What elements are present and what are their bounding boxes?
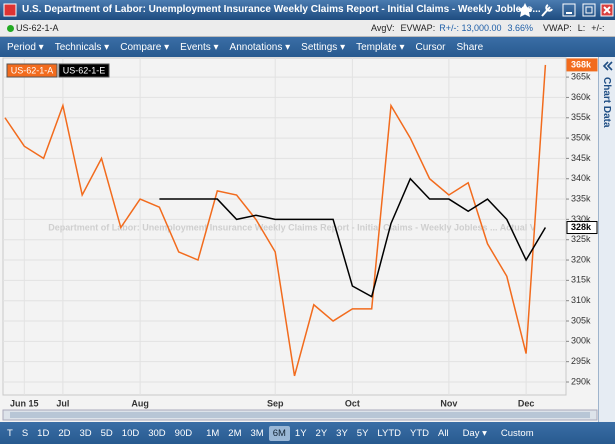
y-tick-label: 300k: [571, 336, 591, 346]
info-item: 3.66%: [507, 23, 534, 33]
y-tick-label: 360k: [571, 92, 591, 102]
x-tick-label: Jul: [56, 398, 69, 408]
legend-label: US-62-1-A: [11, 65, 54, 75]
info-item: R+/-: 13,000.00: [439, 23, 502, 33]
ticker-label: US-62-1-A: [16, 23, 59, 33]
range-button[interactable]: LYTD: [377, 427, 401, 439]
range-button[interactable]: 3M: [250, 427, 264, 439]
side-panel-label[interactable]: Chart Data: [601, 77, 612, 128]
x-tick-label: Nov: [440, 398, 457, 408]
value-label: 328k: [571, 222, 592, 232]
y-tick-label: 330k: [571, 214, 591, 224]
y-tick-label: 365k: [571, 71, 591, 81]
menu-item[interactable]: Events ▾: [180, 41, 219, 53]
range-button[interactable]: T: [7, 427, 13, 439]
y-tick-label: 315k: [571, 275, 591, 285]
info-item: EVWAP:: [400, 23, 436, 33]
series-line: [4, 64, 547, 377]
menu-item[interactable]: Settings ▾: [301, 41, 346, 53]
scroll-thumb[interactable]: [10, 412, 590, 418]
info-bar: US-62-1-A AvgV: EVWAP: R+/-: 13,000.00 3.66%…: [0, 20, 615, 37]
range-button[interactable]: 10D: [121, 427, 140, 439]
y-tick-label: 340k: [571, 173, 591, 183]
range-button[interactable]: 30D: [148, 427, 166, 439]
range-button[interactable]: YTD: [410, 427, 429, 439]
y-tick-label: 305k: [571, 315, 591, 325]
info-item: +/-:: [591, 23, 605, 33]
x-tick-label: Dec: [518, 398, 535, 408]
ticker-tab[interactable]: US-62-1-A: [3, 23, 131, 33]
info-item: AvgV:: [371, 23, 395, 33]
legend-box[interactable]: [6, 63, 58, 78]
range-button[interactable]: 1D: [37, 427, 50, 439]
value-label: 368k: [571, 59, 592, 69]
window-controls[interactable]: [515, 2, 615, 18]
toolbar: T S 1D 2D 3D 5D 10D 30D 90D 1M 2M 3M 6M 1Y 2Y 3Y 5Y LYTD Y…: [0, 422, 615, 444]
menu-item[interactable]: Technicals ▾: [54, 41, 110, 53]
range-button[interactable]: 2Y: [315, 427, 328, 439]
y-tick-label: 320k: [571, 254, 591, 264]
app-icon: [3, 3, 17, 17]
menu-item[interactable]: Cursor: [415, 41, 446, 53]
range-button[interactable]: 2M: [228, 427, 242, 439]
y-tick-label: 295k: [571, 356, 591, 366]
window-title: U.S. Department of Labor: Unemployment I…: [22, 4, 541, 15]
info-item: L:: [577, 23, 586, 33]
range-button[interactable]: 6M: [268, 425, 290, 441]
range-button[interactable]: 3D: [79, 427, 92, 439]
range-button[interactable]: 2D: [58, 427, 71, 439]
side-chevron[interactable]: [602, 60, 614, 72]
range-button[interactable]: S: [21, 427, 29, 439]
menu-item[interactable]: Period ▾: [7, 41, 44, 53]
series-line: [159, 177, 547, 298]
info-item: VWAP:: [543, 23, 572, 33]
y-tick-label: 345k: [571, 153, 591, 163]
range-button[interactable]: All: [438, 427, 449, 439]
legend-label: US-62-1-E: [63, 65, 106, 75]
y-tick-label: 335k: [571, 193, 591, 203]
x-tick-label: Sep: [267, 398, 284, 408]
menu-item[interactable]: Share: [456, 41, 484, 53]
range-button[interactable]: 3Y: [336, 427, 348, 439]
status-dot: [7, 24, 14, 32]
range-button[interactable]: Day ▾: [462, 427, 487, 439]
watermark: Department of Labor: Unemployment Insura…: [48, 222, 535, 232]
plot-area: [2, 57, 567, 396]
y-tick-label: 350k: [571, 132, 591, 142]
range-button[interactable]: 5D: [100, 427, 113, 439]
menu-item[interactable]: Compare ▾: [120, 41, 170, 53]
legend-box[interactable]: [58, 63, 110, 78]
range-button[interactable]: 1M: [206, 427, 220, 439]
menu-bar: Period ▾ Technicals ▾ Compare ▾ Events ▾ Ann…: [0, 37, 615, 57]
side-panel[interactable]: Chart Data: [598, 57, 615, 422]
range-button[interactable]: 5Y: [356, 427, 369, 439]
chart: 290k 295k 300k 305k 310k 315k 320k 325k 330k 335k…: [0, 57, 598, 422]
range-button[interactable]: 90D: [174, 427, 193, 439]
y-tick-label: 355k: [571, 112, 591, 122]
range-button[interactable]: Custom: [500, 427, 534, 439]
x-tick-label: Jun 15: [10, 398, 39, 408]
title-bar: U.S. Department of Labor: Unemployment I…: [0, 0, 615, 20]
x-tick-label: Aug: [131, 398, 149, 408]
y-tick-label: 290k: [571, 376, 591, 386]
y-tick-label: 310k: [571, 295, 591, 305]
range-button[interactable]: 1Y: [294, 427, 307, 439]
y-tick-label: 325k: [571, 234, 591, 244]
menu-item[interactable]: Annotations ▾: [229, 41, 291, 53]
value-badge: [566, 58, 598, 72]
menu-item[interactable]: Template ▾: [356, 41, 405, 53]
value-badge: [566, 221, 598, 235]
x-tick-label: Oct: [345, 398, 360, 408]
